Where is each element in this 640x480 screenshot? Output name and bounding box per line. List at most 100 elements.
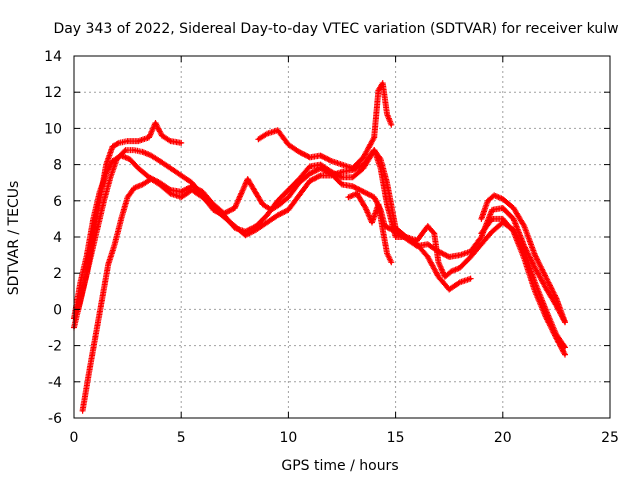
data-point [347, 195, 350, 199]
series-markers [255, 80, 395, 172]
data-point [179, 141, 183, 145]
data-point [137, 139, 140, 143]
data-point [132, 148, 136, 152]
data-point [83, 280, 87, 284]
data-point [340, 183, 344, 186]
data-point [351, 175, 355, 179]
data-point [512, 206, 515, 210]
data-point [319, 174, 322, 177]
data-point [355, 192, 359, 195]
data-point [512, 217, 515, 221]
data-point [385, 181, 389, 184]
data-point [113, 242, 117, 246]
data-point [501, 197, 505, 201]
data-point [501, 206, 505, 210]
data-point [137, 166, 140, 170]
data-point [98, 190, 102, 194]
data-point [372, 136, 376, 139]
data-point [81, 409, 84, 413]
data-point [149, 154, 153, 157]
series-markers [79, 147, 474, 414]
y-tick-label: 0 [53, 302, 62, 318]
data-point [239, 192, 243, 195]
data-point [501, 217, 505, 221]
data-point [533, 266, 537, 270]
data-point [169, 139, 172, 143]
data-point [329, 170, 333, 174]
data-point [563, 320, 567, 324]
data-point [126, 139, 129, 143]
data-point [104, 172, 108, 175]
data-point [79, 280, 82, 284]
data-point [390, 123, 393, 127]
data-point [492, 194, 496, 197]
series-track-4 [79, 147, 474, 414]
x-tick-label: 15 [387, 430, 405, 446]
data-point [544, 315, 547, 318]
data-point [362, 190, 365, 194]
data-point [405, 235, 408, 239]
data-point [319, 154, 322, 157]
data-point [394, 235, 397, 239]
x-tick-label: 25 [601, 430, 619, 446]
data-point [222, 215, 226, 219]
data-point [377, 89, 380, 92]
data-point [179, 174, 183, 177]
data-point [190, 188, 194, 192]
data-point [379, 166, 382, 170]
y-tick-label: 12 [44, 85, 62, 101]
y-tick-label: 8 [53, 158, 62, 174]
data-point [115, 157, 119, 161]
data-point [426, 242, 430, 246]
y-tick-label: -6 [48, 411, 62, 427]
data-point [254, 224, 258, 228]
data-point [522, 224, 526, 228]
data-point [533, 290, 537, 293]
data-point [265, 213, 269, 217]
data-point [432, 232, 436, 235]
data-point [469, 255, 472, 259]
data-point [385, 203, 389, 206]
data-point [94, 335, 97, 338]
data-point [287, 143, 290, 146]
data-point [276, 128, 279, 132]
series-track-6 [345, 190, 395, 266]
data-point [490, 230, 494, 233]
x-tick-label: 10 [279, 430, 297, 446]
data-point [141, 183, 144, 186]
data-point [490, 208, 494, 212]
data-point [377, 203, 380, 206]
data-point [119, 217, 123, 221]
data-point [261, 203, 264, 206]
data-point [362, 156, 365, 159]
data-point [89, 253, 93, 257]
data-point [169, 166, 172, 170]
data-point [437, 261, 440, 264]
data-points [71, 80, 568, 414]
data-point [109, 175, 112, 179]
data-point [179, 195, 183, 199]
data-point [111, 145, 114, 148]
data-point [308, 165, 312, 168]
data-point [450, 270, 453, 273]
x-tick-label: 5 [177, 430, 186, 446]
data-point [480, 242, 483, 246]
y-tick-label: 4 [53, 230, 62, 246]
data-point [379, 157, 382, 161]
data-point [308, 179, 312, 183]
data-point [469, 250, 472, 253]
data-point [244, 233, 247, 237]
data-point [458, 280, 462, 284]
data-point [443, 275, 447, 279]
series-track-8 [478, 215, 568, 358]
data-point [447, 255, 451, 259]
data-point [254, 228, 258, 232]
data-point [329, 159, 333, 163]
data-point [447, 288, 451, 291]
series-track-5 [255, 80, 395, 172]
y-tick-label: 6 [53, 194, 62, 210]
data-point [252, 188, 256, 192]
data-point [85, 253, 89, 257]
data-point [158, 183, 162, 186]
